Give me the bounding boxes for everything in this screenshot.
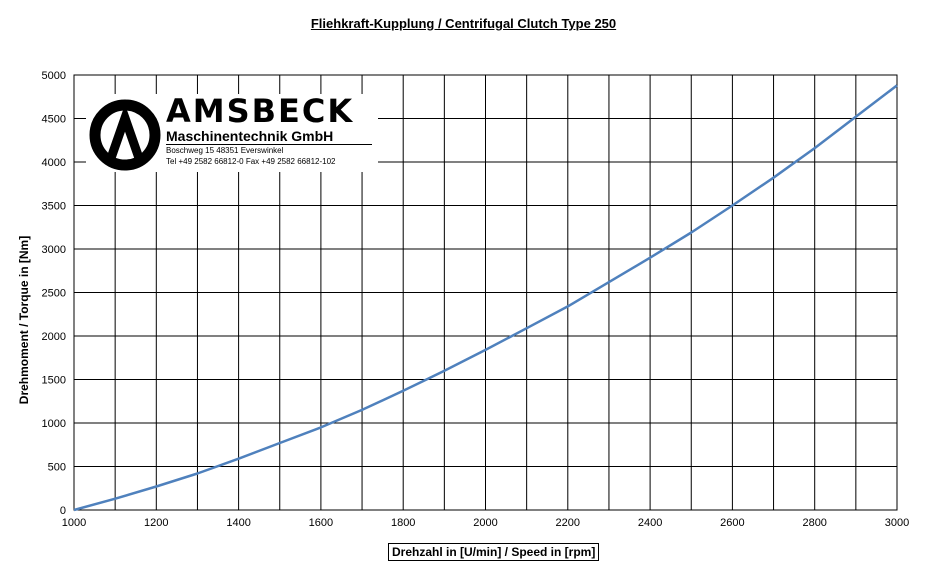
y-tick-label: 0 xyxy=(60,505,66,517)
x-tick-label: 2400 xyxy=(638,517,662,529)
logo-company-subtitle: Maschinentechnik GmbH xyxy=(166,128,334,144)
logo-divider xyxy=(166,144,372,145)
x-tick-label: 1400 xyxy=(226,517,250,529)
y-tick-label: 5000 xyxy=(42,70,66,82)
y-axis-label: Drehmoment / Torque in [Nm] xyxy=(17,235,31,405)
y-tick-label: 3000 xyxy=(42,244,66,256)
logo-phone: Tel +49 2582 66812-0 Fax +49 2582 66812-… xyxy=(166,157,336,166)
chart-title: Fliehkraft-Kupplung / Centrifugal Clutch… xyxy=(310,16,617,31)
x-tick-label: 2800 xyxy=(802,517,826,529)
x-axis-label: Drehzahl in [U/min] / Speed in [rpm] xyxy=(388,543,600,561)
y-tick-label: 4000 xyxy=(42,157,66,169)
logo-address: Boschweg 15 48351 Everswinkel xyxy=(166,146,284,155)
plot-border xyxy=(73,74,898,511)
x-tick-label: 1200 xyxy=(144,517,168,529)
x-tick-label: 2600 xyxy=(720,517,744,529)
y-tick-label: 2000 xyxy=(42,331,66,343)
y-tick-label: 4500 xyxy=(42,114,66,126)
amsbeck-logo-mark-icon xyxy=(89,99,161,171)
series-line xyxy=(73,84,898,512)
company-logo: AMSBECK Maschinentechnik GmbH Boschweg 1… xyxy=(86,92,378,172)
x-tick-label: 2000 xyxy=(473,517,497,529)
x-tick-label: 2200 xyxy=(556,517,580,529)
x-tick-label: 1800 xyxy=(391,517,415,529)
y-tick-label: 3500 xyxy=(42,201,66,213)
x-tick-label: 1600 xyxy=(309,517,333,529)
x-tick-label: 3000 xyxy=(885,517,909,529)
x-tick-label: 1000 xyxy=(62,517,86,529)
y-tick-label: 1000 xyxy=(42,418,66,430)
logo-company-name: AMSBECK xyxy=(166,92,355,130)
y-tick-label: 1500 xyxy=(42,375,66,387)
y-tick-label: 500 xyxy=(48,462,66,474)
y-tick-label: 2500 xyxy=(42,288,66,300)
